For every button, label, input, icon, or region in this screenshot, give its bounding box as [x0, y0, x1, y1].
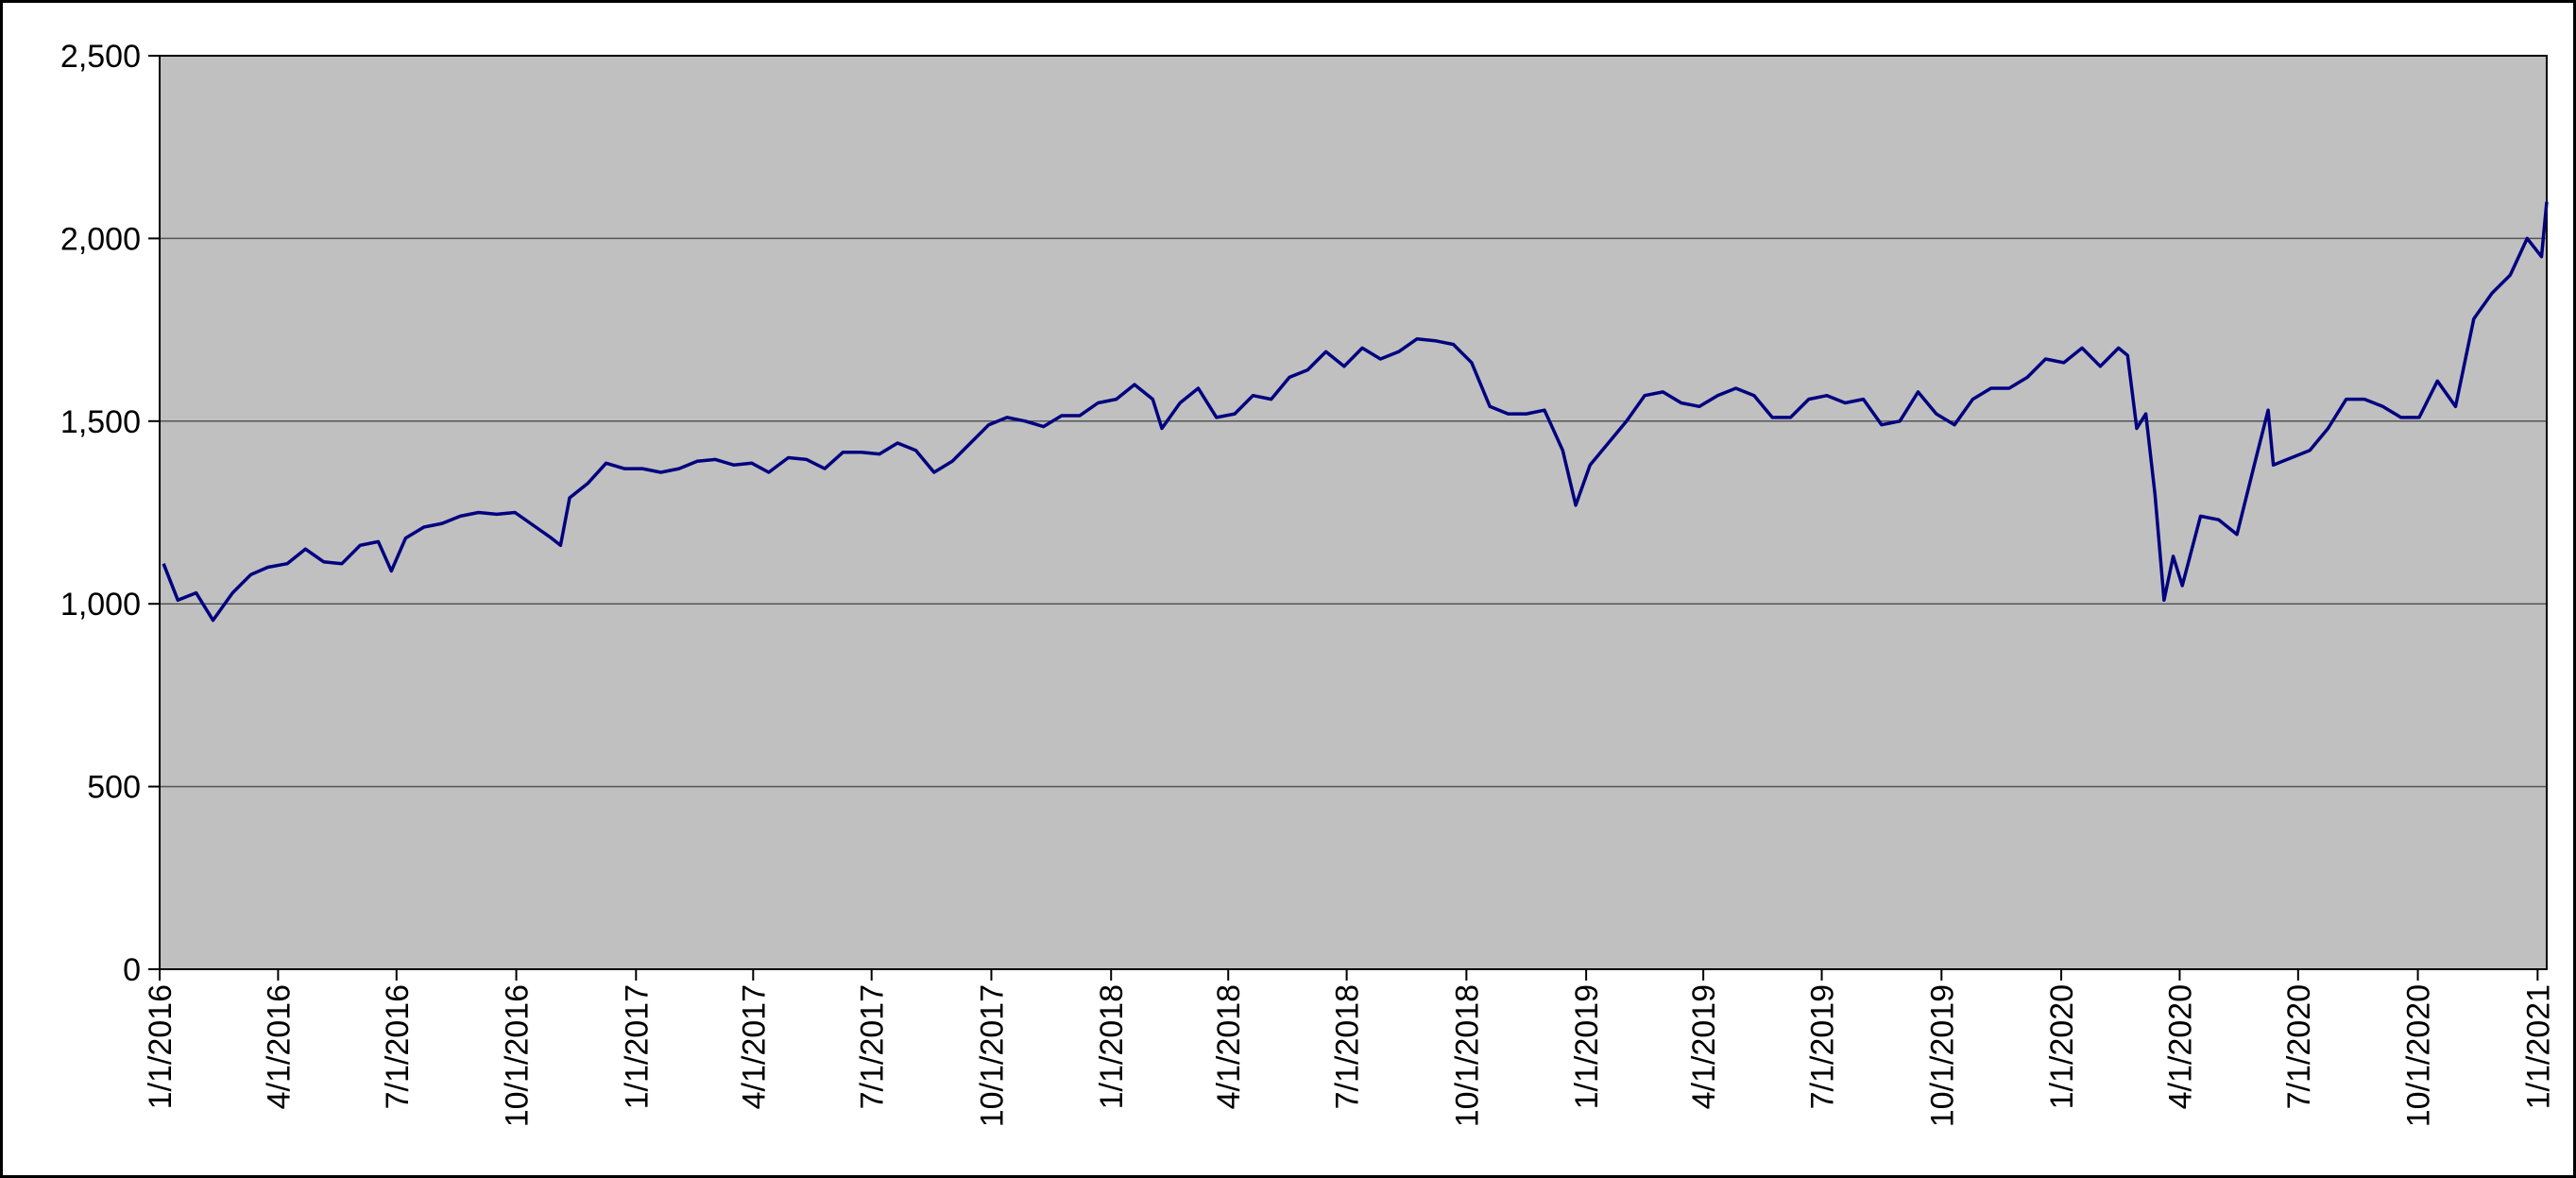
x-tick-label: 1/1/2019	[1569, 984, 1605, 1109]
y-tick-label: 0	[123, 952, 141, 988]
x-tick-label: 4/1/2016	[261, 984, 297, 1109]
y-tick-label: 2,500	[60, 39, 141, 75]
x-tick-label: 7/1/2018	[1330, 984, 1366, 1109]
x-tick-label: 10/1/2019	[1924, 984, 1960, 1127]
x-tick-label: 4/1/2020	[2162, 984, 2198, 1109]
x-tick-label: 10/1/2020	[2401, 984, 2437, 1127]
x-tick-label: 7/1/2016	[380, 984, 416, 1109]
x-tick-label: 7/1/2020	[2281, 984, 2317, 1109]
y-tick-label: 2,000	[60, 221, 141, 257]
plot-frame	[159, 55, 2548, 970]
data-line	[162, 201, 2549, 623]
x-tick-label: 10/1/2018	[1449, 984, 1485, 1127]
x-tick-label: 10/1/2017	[974, 984, 1010, 1127]
y-tick-label: 1,000	[60, 587, 141, 623]
x-tick-label: 1/1/2018	[1094, 984, 1130, 1109]
plot-area	[160, 56, 2547, 969]
y-tick-label: 1,500	[60, 404, 141, 440]
x-tick-label: 4/1/2018	[1211, 984, 1247, 1109]
x-tick-label: 1/1/2017	[619, 984, 655, 1109]
x-tick-label: 4/1/2017	[736, 984, 772, 1109]
x-tick-label: 7/1/2019	[1805, 984, 1841, 1109]
x-tick-label: 10/1/2016	[500, 984, 536, 1127]
x-tick-label: 1/1/2021	[2520, 984, 2556, 1109]
x-tick-label: 1/1/2020	[2044, 984, 2080, 1109]
x-tick-label: 7/1/2017	[855, 984, 891, 1109]
x-tick-label: 1/1/2016	[143, 984, 179, 1109]
x-tick-label: 4/1/2019	[1686, 984, 1722, 1109]
y-tick-label: 500	[87, 770, 141, 806]
